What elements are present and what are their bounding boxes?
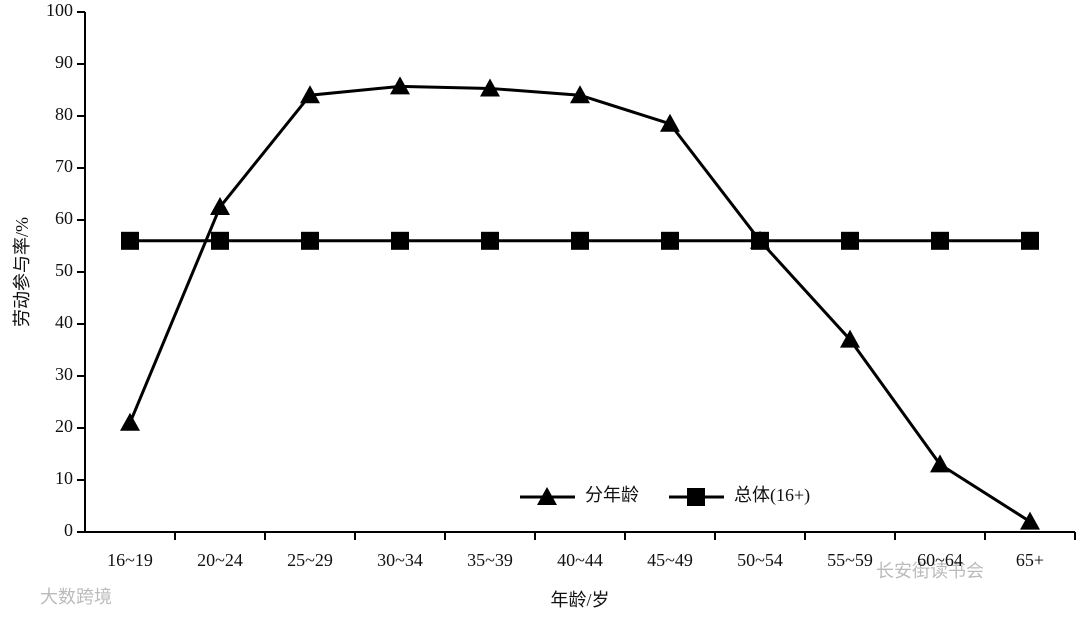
marker-triangle [480, 78, 500, 97]
watermark: 大数跨境 [40, 587, 112, 608]
x-tick-label: 55~59 [827, 550, 873, 570]
x-tick-label: 30~34 [377, 550, 423, 570]
y-tick-label: 30 [55, 364, 73, 384]
x-tick-label: 65+ [1016, 550, 1044, 570]
marker-triangle [840, 329, 860, 348]
x-tick-label: 16~19 [107, 550, 153, 570]
marker-triangle [120, 412, 140, 431]
y-tick-label: 10 [55, 468, 73, 488]
y-tick-label: 40 [55, 312, 73, 332]
x-tick-label: 45~49 [647, 550, 693, 570]
x-tick-label: 50~54 [737, 550, 783, 570]
y-tick-label: 20 [55, 416, 73, 436]
y-tick-label: 60 [55, 208, 73, 228]
y-tick-label: 80 [55, 104, 73, 124]
marker-square [931, 231, 949, 250]
marker-triangle [570, 85, 590, 104]
marker-square [1021, 231, 1039, 250]
marker-square [211, 231, 229, 250]
marker-triangle [930, 454, 950, 473]
marker-triangle [210, 197, 230, 215]
legend-marker [687, 488, 705, 506]
y-tick-label: 100 [46, 0, 73, 20]
marker-triangle [660, 113, 680, 132]
marker-triangle [300, 85, 320, 104]
x-axis-label: 年龄/岁 [550, 590, 609, 610]
marker-square [481, 231, 499, 250]
marker-square [301, 231, 319, 250]
y-tick-label: 0 [64, 520, 73, 540]
y-axis-label: 劳动参与率/% [12, 217, 32, 327]
marker-square [751, 231, 769, 250]
x-tick-label: 25~29 [287, 550, 333, 570]
y-tick-label: 90 [55, 52, 73, 72]
series-line [128, 84, 1031, 523]
watermark: 长安街读书会 [876, 561, 984, 582]
y-tick-label: 50 [55, 260, 73, 280]
marker-square [571, 231, 589, 250]
marker-triangle [390, 76, 410, 95]
legend-label: 总体(16+) [734, 485, 810, 506]
marker-square [661, 231, 679, 250]
marker-triangle [1020, 511, 1040, 530]
legend-marker [537, 487, 557, 505]
x-tick-label: 35~39 [467, 550, 513, 570]
legend-label: 分年龄 [585, 485, 639, 505]
marker-square [391, 231, 409, 250]
x-tick-label: 60~64 [917, 550, 963, 570]
marker-square [841, 231, 859, 250]
y-tick-label: 70 [55, 156, 73, 176]
x-tick-label: 40~44 [557, 550, 603, 570]
marker-square [121, 231, 139, 250]
x-tick-label: 20~24 [197, 550, 243, 570]
